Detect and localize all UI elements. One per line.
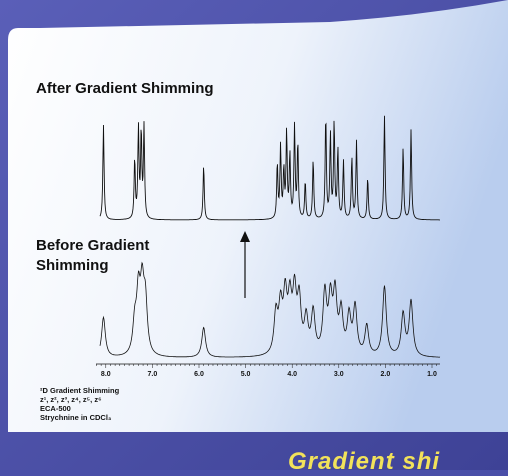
after-spectrum <box>99 115 440 221</box>
after-spectrum-trace <box>99 115 440 221</box>
before-shimming-label: Before Gradient Shimming <box>36 236 196 276</box>
axis-tick-label: 5.0 <box>241 371 251 378</box>
before-spectrum-trace <box>99 261 441 358</box>
improvement-arrow-head <box>240 231 250 242</box>
info-gradients: z¹, z², z³, z⁴, z⁵, z⁶ <box>40 395 102 404</box>
info-instrument: ECA-500 <box>40 404 71 413</box>
axis-tick-label: 3.0 <box>334 371 344 378</box>
content-panel <box>8 0 508 432</box>
ppm-axis: 8.0 7.0 6.0 5.0 4.0 3.0 2.0 1.0 <box>96 363 440 378</box>
axis-tick-label: 6.0 <box>194 371 204 378</box>
info-method: ²D Gradient Shimming <box>40 386 120 395</box>
axis-tick-label: 2.0 <box>381 371 391 378</box>
after-shimming-label: After Gradient Shimming <box>36 80 214 97</box>
before-shimming-label-line1: Before Gradient <box>36 237 150 254</box>
info-sample: Strychnine in CDCl₃ <box>40 413 112 422</box>
axis-tick-label: 1.0 <box>427 371 437 378</box>
axis-tick-label: 4.0 <box>287 371 297 378</box>
axis-tick-label: 7.0 <box>148 371 158 378</box>
experiment-info: ²D Gradient Shimming z¹, z², z³, z⁴, z⁵,… <box>40 386 119 422</box>
axis-tick-label: 8.0 <box>101 371 111 378</box>
slide-caption: Gradient shi <box>288 448 441 475</box>
before-spectrum <box>99 261 441 358</box>
before-shimming-label-line2: Shimming <box>36 257 109 274</box>
